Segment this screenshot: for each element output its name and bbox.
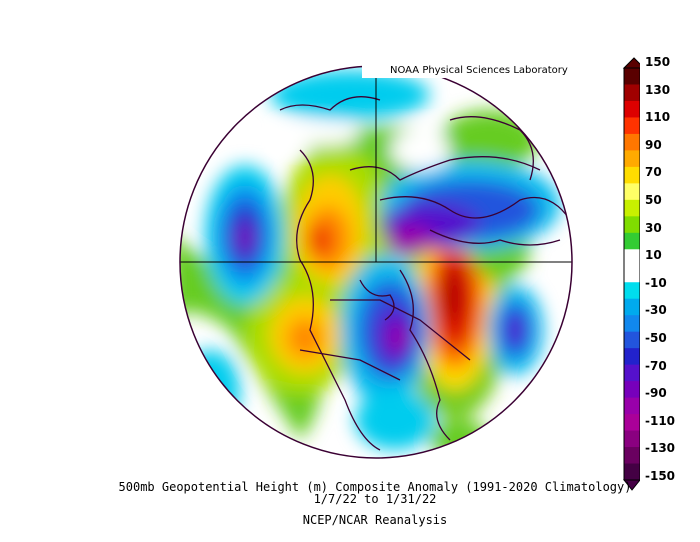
- colorbar: [622, 57, 640, 491]
- colorbar-tick-label: -30: [645, 303, 667, 318]
- colorbar-outline: [623, 67, 640, 481]
- colorbar-swatch: [624, 150, 640, 168]
- map-title: 500mb Geopotential Height (m) Composite …: [118, 480, 632, 494]
- colorbar-swatch: [624, 117, 640, 135]
- colorbar-swatch: [624, 397, 640, 415]
- colorbar-tick-label: 30: [645, 220, 662, 235]
- colorbar-swatch: [624, 364, 640, 382]
- map-date-range: 1/7/22 to 1/31/22: [313, 492, 437, 506]
- colorbar-tick-label: 90: [645, 137, 662, 152]
- map-source: NCEP/NCAR Reanalysis: [302, 513, 448, 527]
- colorbar-tick-label: 150: [645, 55, 671, 69]
- credit-label: NOAA Physical Sciences Laboratory: [362, 64, 572, 78]
- colorbar-swatch: [624, 265, 640, 283]
- colorbar-swatch: [624, 199, 640, 217]
- colorbar-swatch: [624, 298, 640, 316]
- colorbar-tick-label: -90: [645, 386, 667, 401]
- colorbar-tick-label: -10: [645, 275, 667, 290]
- colorbar-swatch: [624, 447, 640, 465]
- anomaly-field: [180, 66, 572, 458]
- colorbar-tick-label: 70: [645, 165, 662, 180]
- colorbar-top-arrow: [622, 57, 640, 69]
- colorbar-tick-label: 50: [645, 193, 662, 207]
- colorbar-swatch: [624, 348, 640, 366]
- colorbar-swatch: [624, 331, 640, 349]
- colorbar-swatch: [624, 463, 640, 481]
- colorbar-swatch: [624, 133, 640, 151]
- colorbar-swatch: [624, 430, 640, 448]
- colorbar-tick-label: 130: [645, 82, 671, 97]
- colorbar-swatch: [624, 282, 640, 300]
- colorbar-swatch: [624, 381, 640, 399]
- colorbar-swatch: [624, 232, 640, 250]
- colorbar-tick-label: -130: [645, 441, 676, 456]
- colorbar-swatch: [624, 249, 640, 267]
- colorbar-tick-label: 110: [645, 110, 671, 125]
- colorbar-swatch: [624, 68, 640, 85]
- colorbar-swatch: [624, 315, 640, 333]
- colorbar-tick-label: -50: [645, 331, 667, 345]
- colorbar-swatch: [624, 84, 640, 102]
- colorbar-tick-label: 10: [645, 248, 662, 263]
- colorbar-swatch: [624, 166, 640, 184]
- colorbar-tick-label: -70: [645, 358, 667, 373]
- colorbar-swatch: [624, 414, 640, 432]
- colorbar-swatch: [624, 183, 640, 201]
- colorbar-tick-label: -110: [645, 413, 676, 428]
- colorbar-swatch: [624, 216, 640, 234]
- colorbar-tick-label: -150: [645, 469, 676, 483]
- colorbar-swatch: [624, 100, 640, 118]
